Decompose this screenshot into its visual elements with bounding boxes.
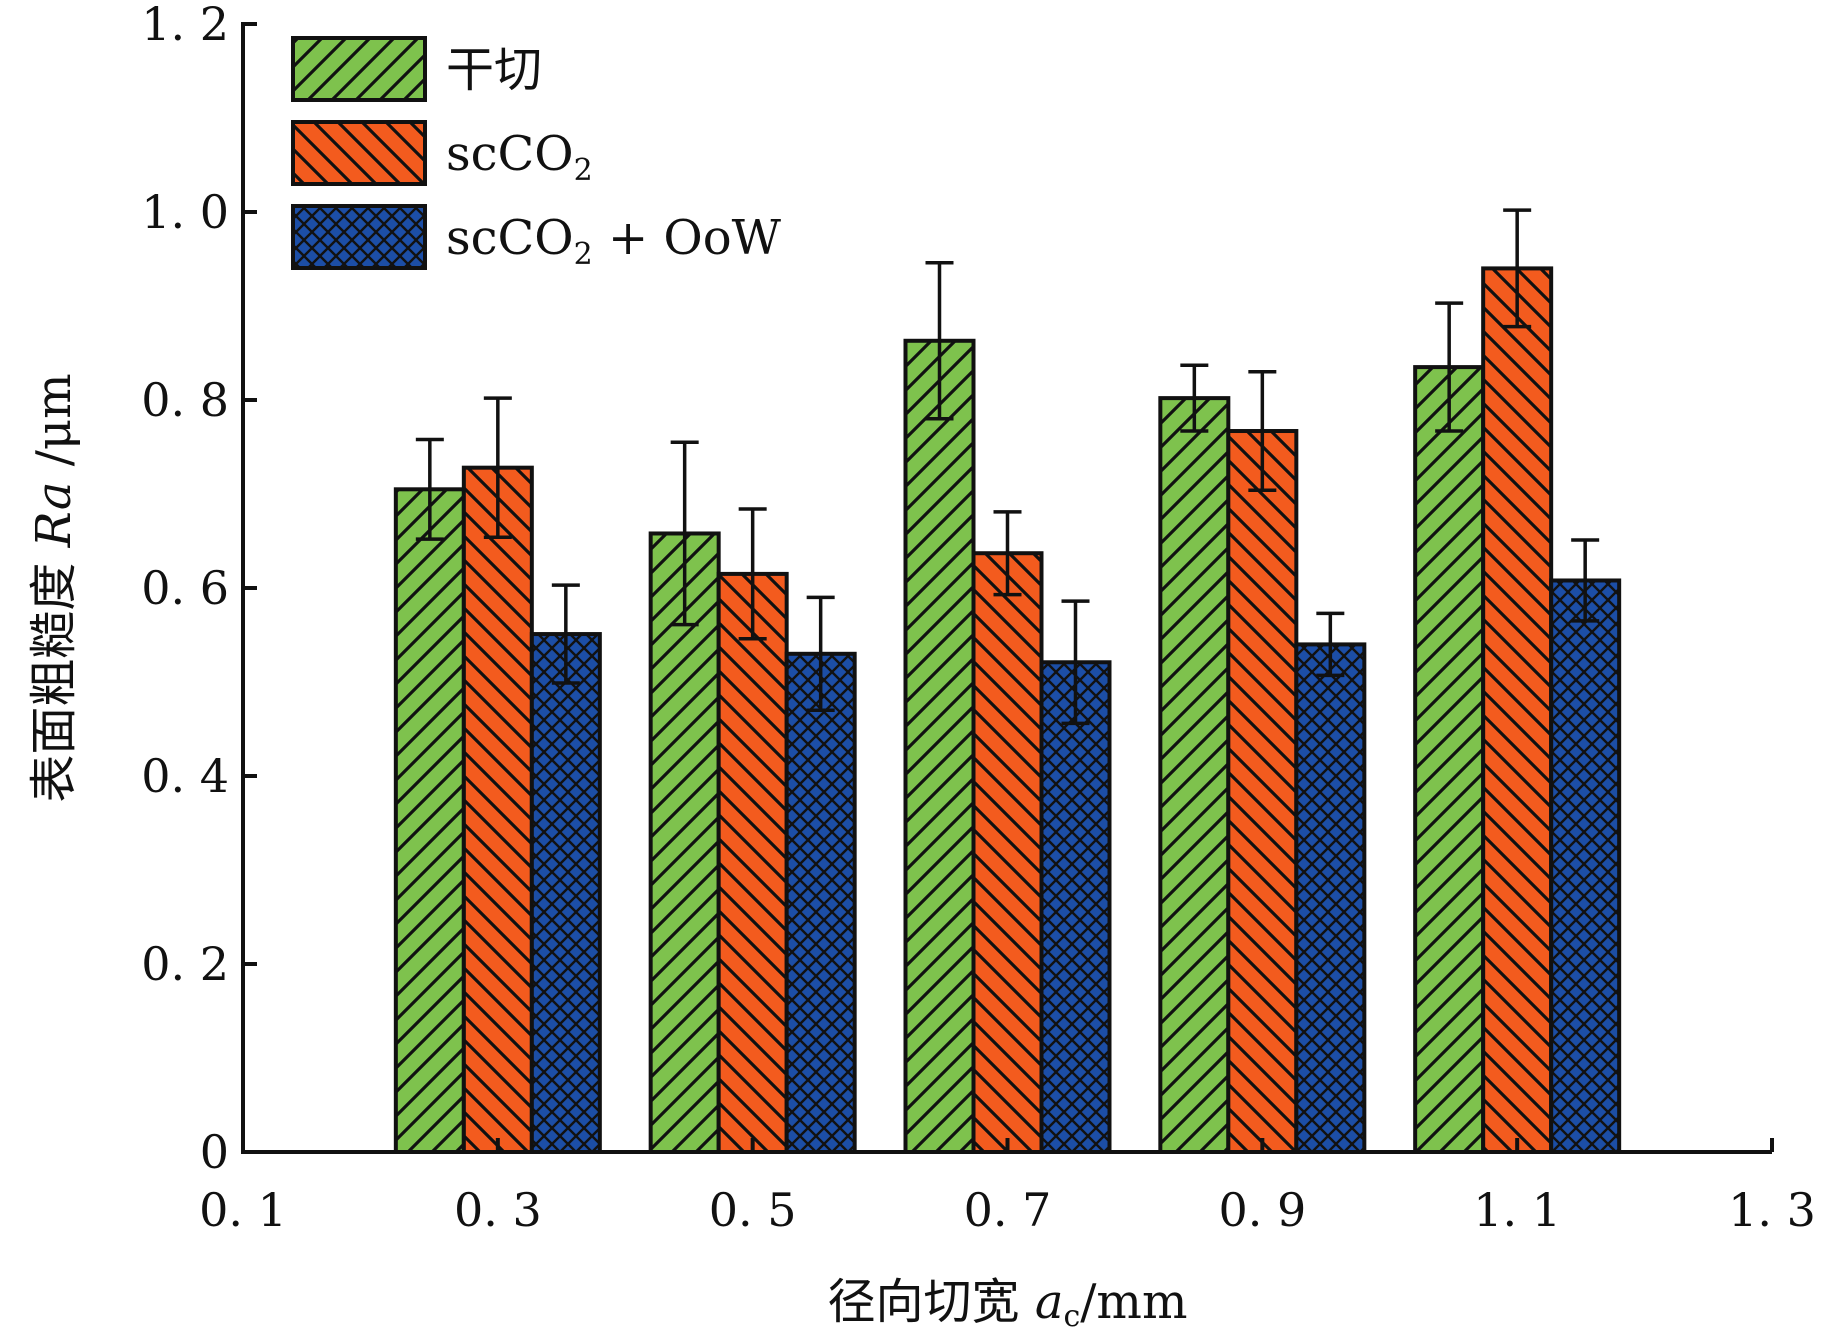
error-bar-0.9-series-1 bbox=[1248, 370, 1277, 492]
tick-labels: 0. 1 0. 3 0. 5 0. 7 0. 9 1. 1 1. 3 0 0. 2 0. 4 0. … bbox=[141, 0, 1816, 1237]
axes bbox=[241, 22, 1774, 1154]
bar-1.1-series-0 bbox=[1413, 365, 1486, 1155]
error-bar-0.3-series-0 bbox=[415, 437, 444, 541]
x-tick-label: 0. 3 bbox=[454, 1183, 542, 1237]
error-bar-0.7-series-0 bbox=[925, 261, 954, 421]
bar-0.5-series-0 bbox=[648, 531, 721, 1154]
x-tick-label: 1. 3 bbox=[1728, 1183, 1816, 1237]
bar-0.7-series-1 bbox=[971, 551, 1044, 1154]
error-bar-1.1-series-1 bbox=[1503, 208, 1532, 329]
legend-swatch-2 bbox=[291, 204, 427, 270]
legend-label-2: scCO2 + OoW bbox=[446, 210, 782, 272]
y-tick-label: 0. 6 bbox=[141, 561, 229, 615]
bar-0.7-series-0 bbox=[903, 338, 976, 1154]
y-tick-label: 0 bbox=[200, 1125, 229, 1179]
error-bar-0.5-series-0 bbox=[670, 440, 699, 627]
bar-0.5-series-2 bbox=[784, 651, 857, 1154]
y-tick-label: 0. 2 bbox=[141, 937, 229, 991]
legend-label-1: scCO2 bbox=[446, 126, 593, 188]
error-bar-0.7-series-2 bbox=[1061, 599, 1090, 726]
error-bar-0.9-series-0 bbox=[1180, 363, 1209, 433]
legend: 干切 scCO2 scCO2 + OoW bbox=[291, 36, 782, 272]
bar-1.1-series-1 bbox=[1481, 266, 1554, 1154]
error-bar-0.5-series-2 bbox=[806, 595, 835, 712]
x-tick-label: 0. 5 bbox=[709, 1183, 797, 1237]
bar-0.9-series-2 bbox=[1294, 642, 1367, 1155]
x-axis-title: 径向切宽 ac/mm bbox=[828, 1274, 1188, 1334]
error-bar-1.1-series-2 bbox=[1571, 538, 1600, 623]
bar-0.3-series-1 bbox=[461, 465, 534, 1154]
y-tick-label: 0. 8 bbox=[141, 373, 229, 427]
axis-titles: 径向切宽 ac/mm 表面粗糙度 Ra /μm bbox=[26, 373, 1187, 1334]
bar-0.9-series-0 bbox=[1158, 396, 1231, 1154]
x-tick-label: 1. 1 bbox=[1473, 1183, 1561, 1237]
y-tick-label: 1. 2 bbox=[141, 0, 229, 51]
error-bars-layer bbox=[415, 208, 1600, 726]
bar-1.1-series-2 bbox=[1549, 578, 1622, 1154]
y-tick-label: 0. 4 bbox=[141, 749, 229, 803]
error-bar-0.3-series-1 bbox=[483, 396, 512, 539]
x-tick-label: 0. 1 bbox=[199, 1183, 287, 1237]
x-tick-label: 0. 9 bbox=[1218, 1183, 1306, 1237]
error-bar-0.7-series-1 bbox=[993, 510, 1022, 597]
bar-0.7-series-2 bbox=[1039, 660, 1112, 1154]
legend-swatch-1 bbox=[291, 120, 427, 186]
x-tick-label: 0. 7 bbox=[964, 1183, 1052, 1237]
bars-layer bbox=[393, 266, 1622, 1155]
y-axis-title: 表面粗糙度 Ra /μm bbox=[26, 373, 82, 802]
y-tick-label: 1. 0 bbox=[141, 185, 229, 239]
error-bar-0.9-series-2 bbox=[1316, 611, 1345, 678]
legend-swatch-0 bbox=[291, 36, 427, 102]
error-bar-1.1-series-0 bbox=[1435, 301, 1464, 433]
bar-0.3-series-2 bbox=[529, 632, 602, 1154]
bar-0.9-series-1 bbox=[1226, 429, 1299, 1154]
bar-0.3-series-0 bbox=[393, 487, 466, 1154]
error-bar-0.5-series-1 bbox=[738, 507, 767, 641]
legend-label-0: 干切 bbox=[446, 42, 542, 98]
error-bar-0.3-series-2 bbox=[551, 583, 580, 685]
bar-0.5-series-1 bbox=[716, 571, 789, 1154]
